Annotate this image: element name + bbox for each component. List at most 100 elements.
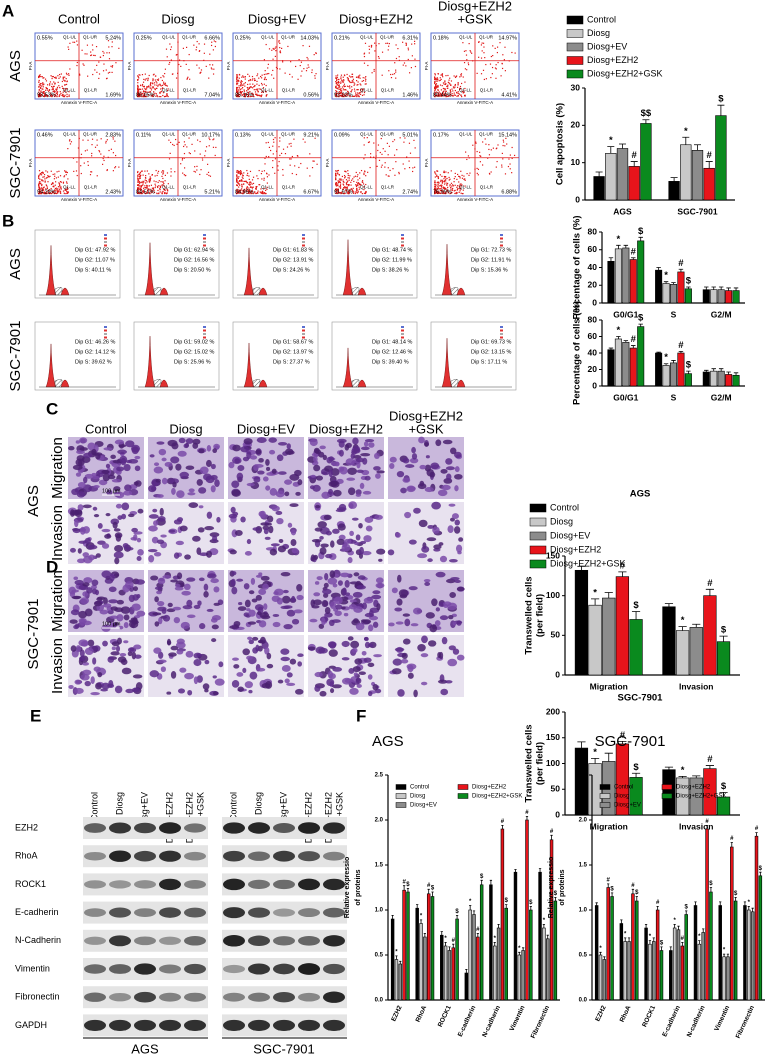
cell <box>68 684 74 689</box>
flow-event <box>451 185 453 187</box>
flow-event <box>44 191 46 193</box>
g1-peak <box>342 347 354 388</box>
quadrant-name: Q1-UL <box>63 132 77 137</box>
y-axis-label: Relative expressio <box>548 857 555 918</box>
flow-event <box>296 155 299 157</box>
cell <box>332 583 338 588</box>
cell <box>445 466 455 471</box>
bar <box>701 932 705 1001</box>
flow-event <box>62 76 64 78</box>
flow-event <box>300 162 302 165</box>
significance-mark: # <box>707 578 713 589</box>
cell <box>323 514 332 521</box>
flow-event <box>38 95 40 98</box>
flow-event <box>340 91 343 93</box>
flow-event <box>265 84 267 87</box>
flow-event <box>142 184 144 186</box>
flow-event <box>362 89 364 91</box>
flow-event <box>137 75 139 77</box>
flow-event <box>259 75 262 78</box>
cycle-value: Dip S: 24.26 % <box>273 267 310 273</box>
flow-event <box>335 178 337 180</box>
flow-event <box>315 73 317 75</box>
flow-event <box>56 95 58 97</box>
flow-event <box>368 45 370 47</box>
flow-event <box>447 84 449 86</box>
cell <box>82 669 92 676</box>
y-tick-label: 2.5 <box>579 773 588 779</box>
lane-label: Diosg <box>253 792 263 815</box>
cell <box>151 536 159 544</box>
flow-y-label: PI-A <box>424 159 429 168</box>
cell <box>395 532 401 538</box>
flow-event <box>434 82 436 85</box>
cell <box>328 649 338 657</box>
flow-event <box>351 89 353 91</box>
error-bar <box>623 244 629 248</box>
bar <box>655 269 663 304</box>
bar <box>607 349 615 387</box>
significance-mark: # <box>656 900 660 906</box>
band <box>159 822 181 834</box>
flow-event <box>294 65 297 68</box>
cell <box>445 680 453 684</box>
y-tick-label: 40 <box>588 347 598 357</box>
flow-event <box>137 170 139 173</box>
cell <box>319 547 327 555</box>
quadrant-name: Q1-UL <box>360 35 374 40</box>
error-bar <box>631 611 641 620</box>
flow-event <box>370 156 372 158</box>
cell <box>125 546 134 551</box>
bar <box>710 370 718 387</box>
flow-event <box>265 94 268 96</box>
y-tick-label: 2.0 <box>375 818 384 824</box>
lane-label: Diosg+EV <box>139 792 149 832</box>
flow-event <box>154 175 156 177</box>
micrograph-bg <box>148 635 224 697</box>
flow-event <box>502 139 504 141</box>
flow-event <box>174 171 176 173</box>
flow-event <box>238 190 240 192</box>
flow-event <box>346 77 349 79</box>
flow-event <box>352 80 354 82</box>
flow-event <box>370 44 373 47</box>
micrograph <box>388 635 465 698</box>
cell <box>402 638 411 645</box>
flow-event <box>48 192 50 194</box>
flow-event <box>103 155 105 157</box>
flow-event <box>151 174 153 176</box>
flow-event <box>201 159 204 161</box>
flow-event <box>363 144 365 146</box>
cell <box>358 523 363 529</box>
flow-event <box>450 189 452 191</box>
flow-event <box>46 187 48 190</box>
flow-event <box>342 81 345 83</box>
flow-event <box>354 90 356 92</box>
cell <box>91 588 98 595</box>
flow-event <box>492 147 494 149</box>
cell <box>351 647 358 653</box>
flow-event <box>145 78 147 80</box>
flow-event <box>347 79 349 81</box>
flow-event <box>62 87 64 89</box>
cell <box>413 689 418 698</box>
cell <box>439 615 449 621</box>
flow-event <box>347 77 349 80</box>
flow-event <box>340 192 342 195</box>
error-bar <box>514 869 517 873</box>
cell <box>101 469 110 474</box>
quadrant-value: 86.05% <box>136 92 155 98</box>
cell <box>214 479 220 487</box>
flow-event <box>209 138 211 141</box>
cell <box>425 455 430 459</box>
flow-event <box>289 164 291 166</box>
error-bar <box>444 942 447 946</box>
y-tick-label: 0 <box>555 669 560 679</box>
flow-event <box>176 53 178 56</box>
y-tick-label: 150 <box>546 550 560 560</box>
flow-event <box>387 167 389 169</box>
flow-event <box>278 160 280 163</box>
flow-y-label: PI-A <box>325 159 330 168</box>
flow-event <box>54 83 56 85</box>
cell <box>392 658 403 666</box>
